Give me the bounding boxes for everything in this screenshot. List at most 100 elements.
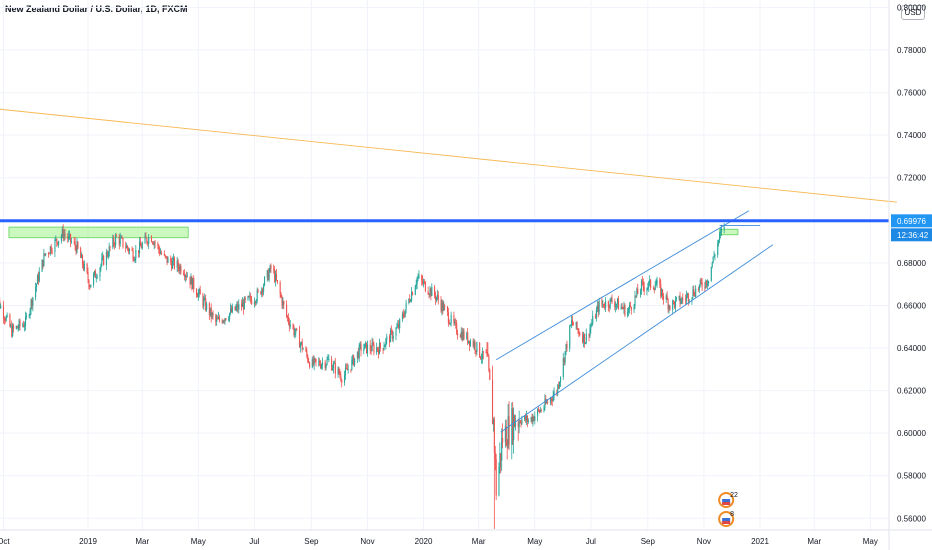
- candle-body: [421, 275, 423, 281]
- candle-body: [434, 286, 436, 296]
- candle-body: [582, 333, 585, 343]
- candle-body: [360, 344, 362, 352]
- candle-body: [700, 279, 702, 283]
- currency-button[interactable]: USD: [901, 5, 925, 20]
- y-tick-label: 0.74000: [897, 131, 926, 140]
- candle-body: [615, 305, 617, 308]
- x-tick-label: 2021: [751, 537, 769, 546]
- candle-body: [274, 269, 276, 282]
- channel-upper[interactable]: [495, 210, 750, 361]
- candle-body: [498, 467, 500, 496]
- candle-body: [5, 316, 7, 321]
- last-price-tag[interactable]: [891, 214, 932, 228]
- candle-body: [312, 359, 314, 365]
- candle-body: [308, 361, 310, 363]
- candle-body: [179, 266, 181, 271]
- candle-body: [107, 255, 109, 257]
- candle-body: [364, 343, 366, 349]
- candle-body: [148, 236, 150, 244]
- candle-body: [711, 262, 713, 267]
- candle-body: [293, 327, 295, 335]
- candle-body: [482, 351, 484, 353]
- supply-zone[interactable]: [8, 226, 189, 239]
- x-tick-label: Sep: [304, 537, 319, 546]
- x-tick-label: Oct: [0, 537, 10, 546]
- candle-body: [221, 320, 223, 323]
- candle-body: [547, 401, 549, 403]
- candle-body: [685, 299, 687, 301]
- candle-body: [296, 328, 298, 331]
- candle-body: [499, 453, 501, 468]
- candle-body: [643, 286, 645, 291]
- candle-body: [202, 294, 204, 306]
- candle-body: [211, 313, 213, 318]
- candle-body: [184, 275, 187, 277]
- candle-body: [559, 382, 561, 388]
- candle-body: [417, 277, 419, 279]
- candle-body: [208, 303, 210, 315]
- candle-body: [189, 276, 191, 285]
- supply-zone[interactable]: [719, 228, 739, 236]
- candle-body: [161, 252, 163, 254]
- candle-body: [166, 256, 168, 263]
- candle-body: [55, 238, 57, 240]
- candle-body: [603, 303, 605, 307]
- candle-body: [229, 313, 231, 320]
- candle-body: [120, 237, 122, 239]
- candle-body: [237, 304, 239, 310]
- candle-body: [24, 316, 27, 326]
- candle-body: [443, 305, 445, 311]
- candle-body: [616, 304, 618, 306]
- candle-body: [64, 234, 66, 236]
- zones: [8, 226, 739, 239]
- candle-body: [57, 242, 59, 245]
- candle-body: [314, 358, 316, 360]
- candle-body: [218, 317, 220, 319]
- candle-body: [191, 276, 193, 289]
- candle-body: [346, 368, 348, 371]
- candle-body: [301, 341, 303, 350]
- grid: [0, 0, 889, 530]
- candle-body: [706, 280, 708, 286]
- candle-body: [199, 289, 201, 295]
- candle-body: [520, 422, 522, 424]
- candle-body: [661, 289, 663, 296]
- candle-body: [463, 331, 465, 339]
- candle-body: [579, 334, 581, 336]
- candle-body: [2, 305, 5, 319]
- candle-body: [514, 415, 516, 427]
- candle-body: [160, 252, 162, 254]
- candle-body: [100, 264, 102, 269]
- candle-body: [236, 304, 238, 308]
- candle-body: [647, 286, 649, 289]
- candle-body: [604, 306, 606, 308]
- candle-body: [390, 330, 392, 332]
- candle-body: [486, 352, 488, 356]
- candle-body: [22, 324, 24, 326]
- candle-body: [212, 313, 214, 316]
- channel-lower[interactable]: [500, 244, 774, 433]
- candle-body: [397, 324, 399, 327]
- candle-body: [591, 323, 593, 326]
- candle-body: [363, 348, 365, 352]
- candle-body: [75, 246, 77, 253]
- candle-body: [125, 246, 127, 249]
- candle-body: [159, 249, 161, 254]
- candle-body: [150, 236, 153, 242]
- candle-body: [217, 318, 219, 320]
- long-trendline[interactable]: [0, 108, 898, 203]
- candle-body: [140, 246, 142, 249]
- candle-body: [196, 295, 198, 298]
- y-tick-label: 0.78000: [897, 46, 926, 55]
- candle-body: [564, 351, 566, 363]
- candle-body: [423, 281, 426, 283]
- candle-body: [118, 235, 120, 245]
- candle-body: [405, 303, 407, 310]
- y-tick-label: 0.62000: [897, 387, 926, 396]
- candle-body: [620, 306, 622, 310]
- candle-body: [141, 243, 143, 249]
- candle-body: [456, 323, 458, 334]
- candle-body: [549, 398, 552, 403]
- candle-body: [157, 243, 159, 246]
